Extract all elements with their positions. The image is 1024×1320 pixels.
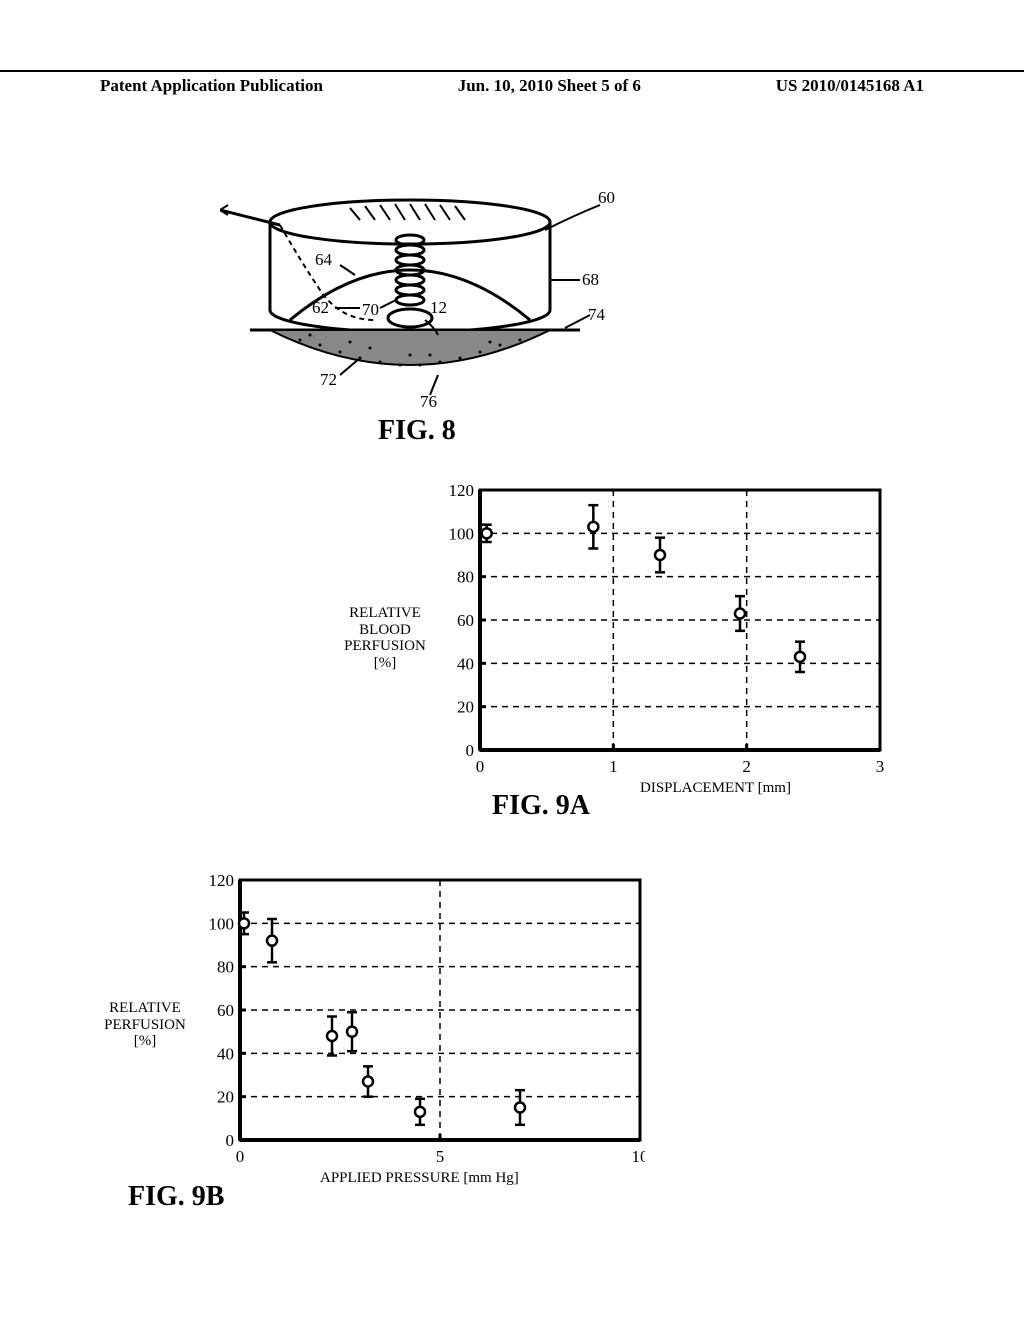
- fig9a-ylabel: RELATIVE BLOOD PERFUSION [%]: [330, 605, 440, 671]
- ref-74: 74: [588, 305, 605, 325]
- header-left: Patent Application Publication: [100, 76, 323, 96]
- svg-text:120: 120: [449, 481, 475, 500]
- svg-text:0: 0: [466, 741, 475, 760]
- figure-9a-caption: FIG. 9A: [492, 790, 590, 822]
- svg-text:3: 3: [876, 757, 885, 776]
- fig9a-xlabel: DISPLACEMENT [mm]: [640, 780, 791, 797]
- ref-72: 72: [320, 370, 337, 390]
- fig9b-chart: 0 20 40 60 80 100 120 0 5 10: [205, 870, 645, 1170]
- svg-text:80: 80: [217, 958, 234, 977]
- svg-text:1: 1: [609, 757, 618, 776]
- ref-76: 76: [420, 392, 437, 412]
- ref-70: 70: [362, 300, 379, 320]
- svg-text:0: 0: [226, 1131, 235, 1150]
- ref-62: 62: [312, 298, 329, 318]
- header-right: US 2010/0145168 A1: [776, 76, 924, 96]
- svg-text:40: 40: [217, 1044, 234, 1063]
- page-header: Patent Application Publication Jun. 10, …: [0, 70, 1024, 96]
- svg-text:60: 60: [217, 1001, 234, 1020]
- svg-text:5: 5: [436, 1147, 445, 1166]
- svg-text:60: 60: [457, 611, 474, 630]
- fig9a-chart: 0 20 40 60 80 100 120 0 1 2 3: [445, 480, 885, 780]
- figure-9b-caption: FIG. 9B: [128, 1181, 224, 1213]
- svg-text:20: 20: [217, 1088, 234, 1107]
- svg-text:40: 40: [457, 654, 474, 673]
- ref-64: 64: [315, 250, 332, 270]
- svg-text:10: 10: [632, 1147, 646, 1166]
- fig9b-ylabel: RELATIVE PERFUSION [%]: [90, 1000, 200, 1050]
- figure-9b: RELATIVE PERFUSION [%] 0 20 40 60 80 100 120 0 5…: [90, 870, 650, 1210]
- svg-text:20: 20: [457, 698, 474, 717]
- ref-68: 68: [582, 270, 599, 290]
- svg-text:0: 0: [476, 757, 485, 776]
- svg-text:120: 120: [209, 871, 235, 890]
- header-center: Jun. 10, 2010 Sheet 5 of 6: [458, 76, 641, 96]
- svg-text:100: 100: [449, 524, 475, 543]
- svg-text:0: 0: [236, 1147, 245, 1166]
- figure-8-caption: FIG. 8: [378, 415, 456, 447]
- figure-8: 60 64 62 70 12 68 74 72 76: [220, 180, 640, 420]
- svg-text:100: 100: [209, 914, 235, 933]
- ref-60: 60: [598, 188, 615, 208]
- svg-text:2: 2: [742, 757, 751, 776]
- figure-9a: RELATIVE BLOOD PERFUSION [%] 02040608010…: [330, 480, 890, 820]
- svg-text:80: 80: [457, 568, 474, 587]
- ref-12: 12: [430, 298, 447, 318]
- fig9b-xlabel: APPLIED PRESSURE [mm Hg]: [320, 1170, 519, 1187]
